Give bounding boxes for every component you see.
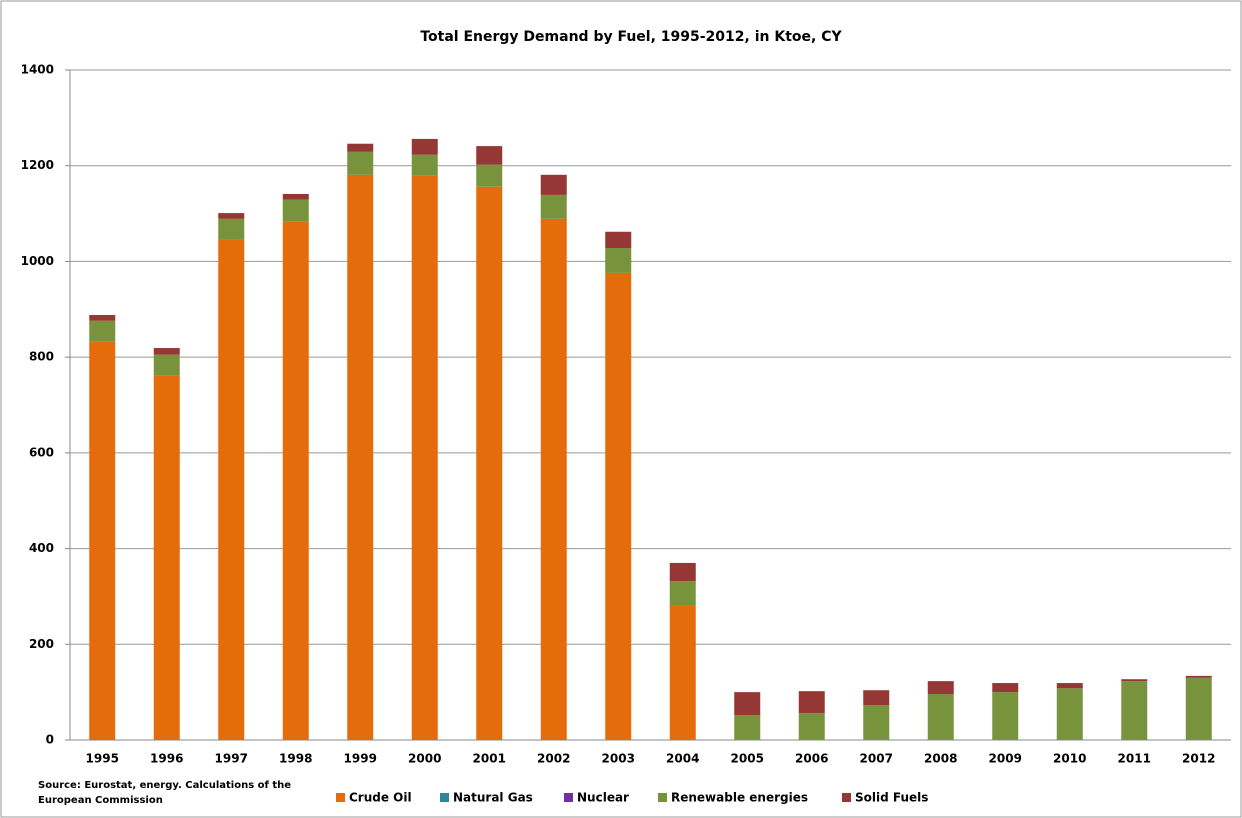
x-tick-label: 1997 [215,752,248,766]
y-tick-label: 0 [46,733,54,747]
bar-segment [476,164,503,187]
x-tick-label: 2002 [537,752,570,766]
bar-segment [282,193,309,200]
bar-segment [282,221,309,740]
bar-segment [89,341,116,740]
bar-segment [540,218,567,741]
x-tick-label: 2000 [408,752,441,766]
x-tick-label: 1998 [279,752,312,766]
y-tick-label: 1200 [21,158,54,172]
x-tick-label: 1995 [86,752,119,766]
bar-segment [798,691,825,714]
x-tick-label: 2007 [860,752,893,766]
legend-swatch [440,793,449,802]
bar-segment [347,174,374,741]
bar-segment [153,348,180,355]
bar-segment [927,694,954,740]
x-tick-label: 2011 [1118,752,1151,766]
bar-segment [1185,675,1212,678]
x-tick-label: 2010 [1053,752,1086,766]
x-tick-label: 2008 [924,752,957,766]
bar-segment [669,605,696,740]
bar-segment [540,174,567,195]
x-tick-label: 2001 [473,752,506,766]
bar-segment [411,138,438,155]
bar-segment [411,175,438,740]
bar-segment [1121,679,1148,682]
bar-segment [153,354,180,376]
bar-segment [992,692,1019,740]
x-tick-label: 2009 [989,752,1022,766]
x-tick-label: 1996 [150,752,183,766]
bar-segment [347,143,374,152]
bar-segment [927,681,954,695]
bar-segment [282,199,309,222]
chart-title: Total Energy Demand by Fuel, 1995-2012, … [420,29,842,45]
bar-segment [218,239,245,740]
bar-segment [347,151,374,175]
y-tick-label: 400 [29,541,54,555]
y-tick-label: 1000 [21,254,54,268]
x-tick-label: 2006 [795,752,828,766]
x-tick-label: 2005 [731,752,764,766]
bar-segment [605,248,632,273]
bar-segment [1185,677,1212,740]
bar-segment [605,231,632,249]
x-tick-label: 1999 [344,752,377,766]
x-tick-label: 2012 [1182,752,1215,766]
legend-swatch [658,793,667,802]
bar-segment [1056,683,1083,689]
bar-segment [89,315,116,321]
legend-label: Natural Gas [453,791,533,805]
y-tick-label: 200 [29,637,54,651]
legend-label: Nuclear [577,791,629,805]
bar-segment [218,213,245,219]
legend-swatch [564,793,573,802]
bar-segment [863,705,890,740]
bar-segment [669,562,696,582]
source-note: Source: Eurostat, energy. Calculations o… [38,780,292,806]
bar-segment [540,194,567,219]
bar-segment [734,692,761,716]
y-tick-label: 800 [29,350,54,364]
bar-segment [992,683,1019,693]
bar-segment [1056,688,1083,740]
bar-segment [669,581,696,606]
legend-label: Renewable energies [671,791,808,805]
bar-segment [734,715,761,740]
bar-segment [153,375,180,740]
bar-segment [476,186,503,740]
y-tick-label: 1400 [21,63,54,77]
legend-label: Solid Fuels [855,791,928,805]
bar-segment [218,218,245,240]
legend-swatch [336,793,345,802]
x-tick-label: 2003 [602,752,635,766]
legend-swatch [842,793,851,802]
y-tick-label: 600 [29,445,54,459]
bar-segment [798,713,825,740]
bar-segment [1121,681,1148,740]
bar-segment [89,320,116,342]
x-tick-label: 2004 [666,752,699,766]
bar-segment [476,146,503,165]
legend-label: Crude Oil [349,791,412,805]
bar-segment [863,690,890,706]
bar-segment [605,272,632,740]
bar-segment [411,154,438,176]
